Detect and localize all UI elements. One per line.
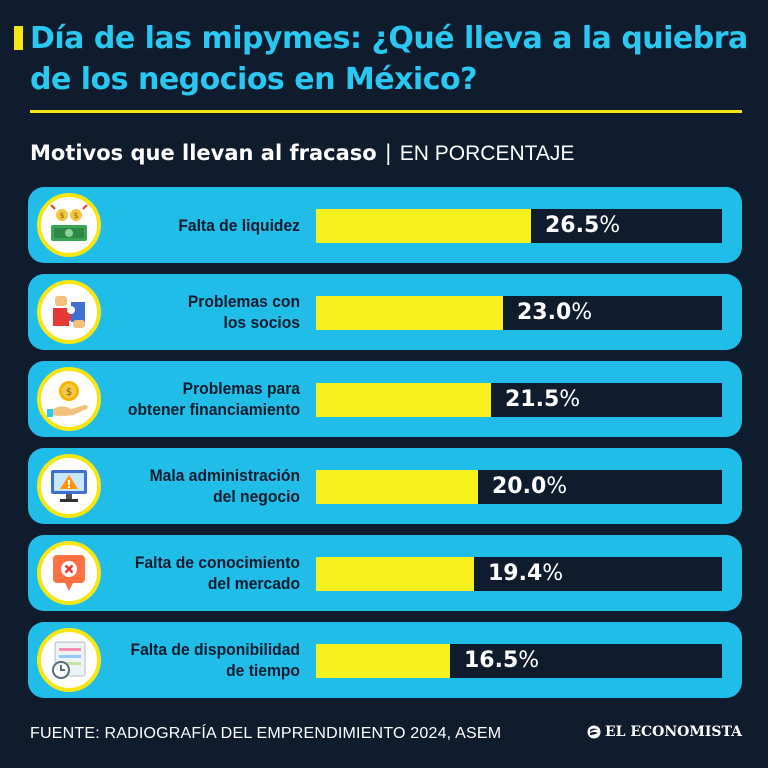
- bar: [316, 470, 478, 504]
- puzzle-handshake-icon: [37, 280, 101, 344]
- clock-schedule-icon: [37, 628, 101, 692]
- data-label-unit: %: [571, 300, 593, 325]
- data-label-number: 16.5: [464, 648, 519, 673]
- data-label: 19.4%: [488, 557, 563, 591]
- data-label: 20.0%: [492, 470, 567, 504]
- warning-monitor-icon: [37, 454, 101, 518]
- data-label: 23.0%: [517, 296, 592, 330]
- bar: [316, 296, 503, 330]
- category-label: Problemas para obtener financiamiento: [127, 379, 300, 419]
- data-label: 21.5%: [505, 383, 580, 417]
- data-label-number: 21.5: [505, 387, 560, 412]
- data-label-unit: %: [518, 648, 540, 673]
- data-label: 26.5%: [545, 209, 620, 243]
- page-title: Día de las mipymes: ¿Qué lleva a la quie…: [30, 21, 748, 97]
- title-accent-bar: [14, 26, 23, 50]
- source-note: FUENTE: RADIOGRAFÍA DEL EMPRENDIMIENTO 2…: [30, 725, 502, 742]
- bar-track: 21.5%: [316, 383, 722, 417]
- svg-text:$: $: [73, 211, 78, 220]
- data-label-unit: %: [599, 213, 621, 238]
- data-label-number: 26.5: [545, 213, 600, 238]
- category-label: Problemas con los socios: [187, 292, 300, 332]
- svg-text:$: $: [59, 211, 64, 220]
- bar-row: Mala administración del negocio 20.0%: [28, 448, 742, 524]
- error-chat-icon: [37, 541, 101, 605]
- data-label: 16.5%: [464, 644, 539, 678]
- bar-track: 23.0%: [316, 296, 722, 330]
- subtitle-separator: |: [384, 141, 392, 165]
- bar-row: Falta de conocimiento del mercado 19.4%: [28, 535, 742, 611]
- bar-track: 19.4%: [316, 557, 722, 591]
- data-label-number: 20.0: [492, 474, 547, 499]
- bar-track: 16.5%: [316, 644, 722, 678]
- logo-text: EL ECONOMISTA: [604, 724, 742, 740]
- title-divider: [30, 110, 742, 113]
- brand-logo: EL ECONOMISTA: [587, 724, 742, 740]
- money-icon: $ $: [37, 193, 101, 257]
- data-label-number: 19.4: [488, 561, 543, 586]
- logo-mark-icon: [587, 725, 601, 739]
- data-label-unit: %: [546, 474, 568, 499]
- bar: [316, 383, 491, 417]
- bar-track: 26.5%: [316, 209, 722, 243]
- bar-row: Falta de disponibilidad de tiempo 16.5%: [28, 622, 742, 698]
- data-label-number: 23.0: [517, 300, 572, 325]
- bar-row: Problemas con los socios 23.0%: [28, 274, 742, 350]
- svg-text:$: $: [66, 387, 72, 398]
- bar: [316, 644, 450, 678]
- chart-subtitle: Motivos que llevan al fracaso | EN PORCENT…: [30, 139, 574, 168]
- bar-track: 20.0%: [316, 470, 722, 504]
- subtitle-main: Motivos que llevan al fracaso: [30, 141, 377, 165]
- category-label: Falta de disponibilidad de tiempo: [130, 640, 300, 680]
- category-label: Falta de liquidez: [178, 215, 300, 235]
- data-label-unit: %: [542, 561, 564, 586]
- bar-row: $ Problemas para obtener financiamiento 21…: [28, 361, 742, 437]
- data-label-unit: %: [559, 387, 581, 412]
- bar-row: $ $ Falta de liquidez 26.5%: [28, 187, 742, 263]
- coin-hand-icon: $: [37, 367, 101, 431]
- bar: [316, 557, 474, 591]
- subtitle-unit: EN PORCENTAJE: [399, 142, 575, 165]
- category-label: Falta de conocimiento del mercado: [134, 553, 300, 593]
- category-label: Mala administración del negocio: [149, 466, 300, 506]
- bar: [316, 209, 531, 243]
